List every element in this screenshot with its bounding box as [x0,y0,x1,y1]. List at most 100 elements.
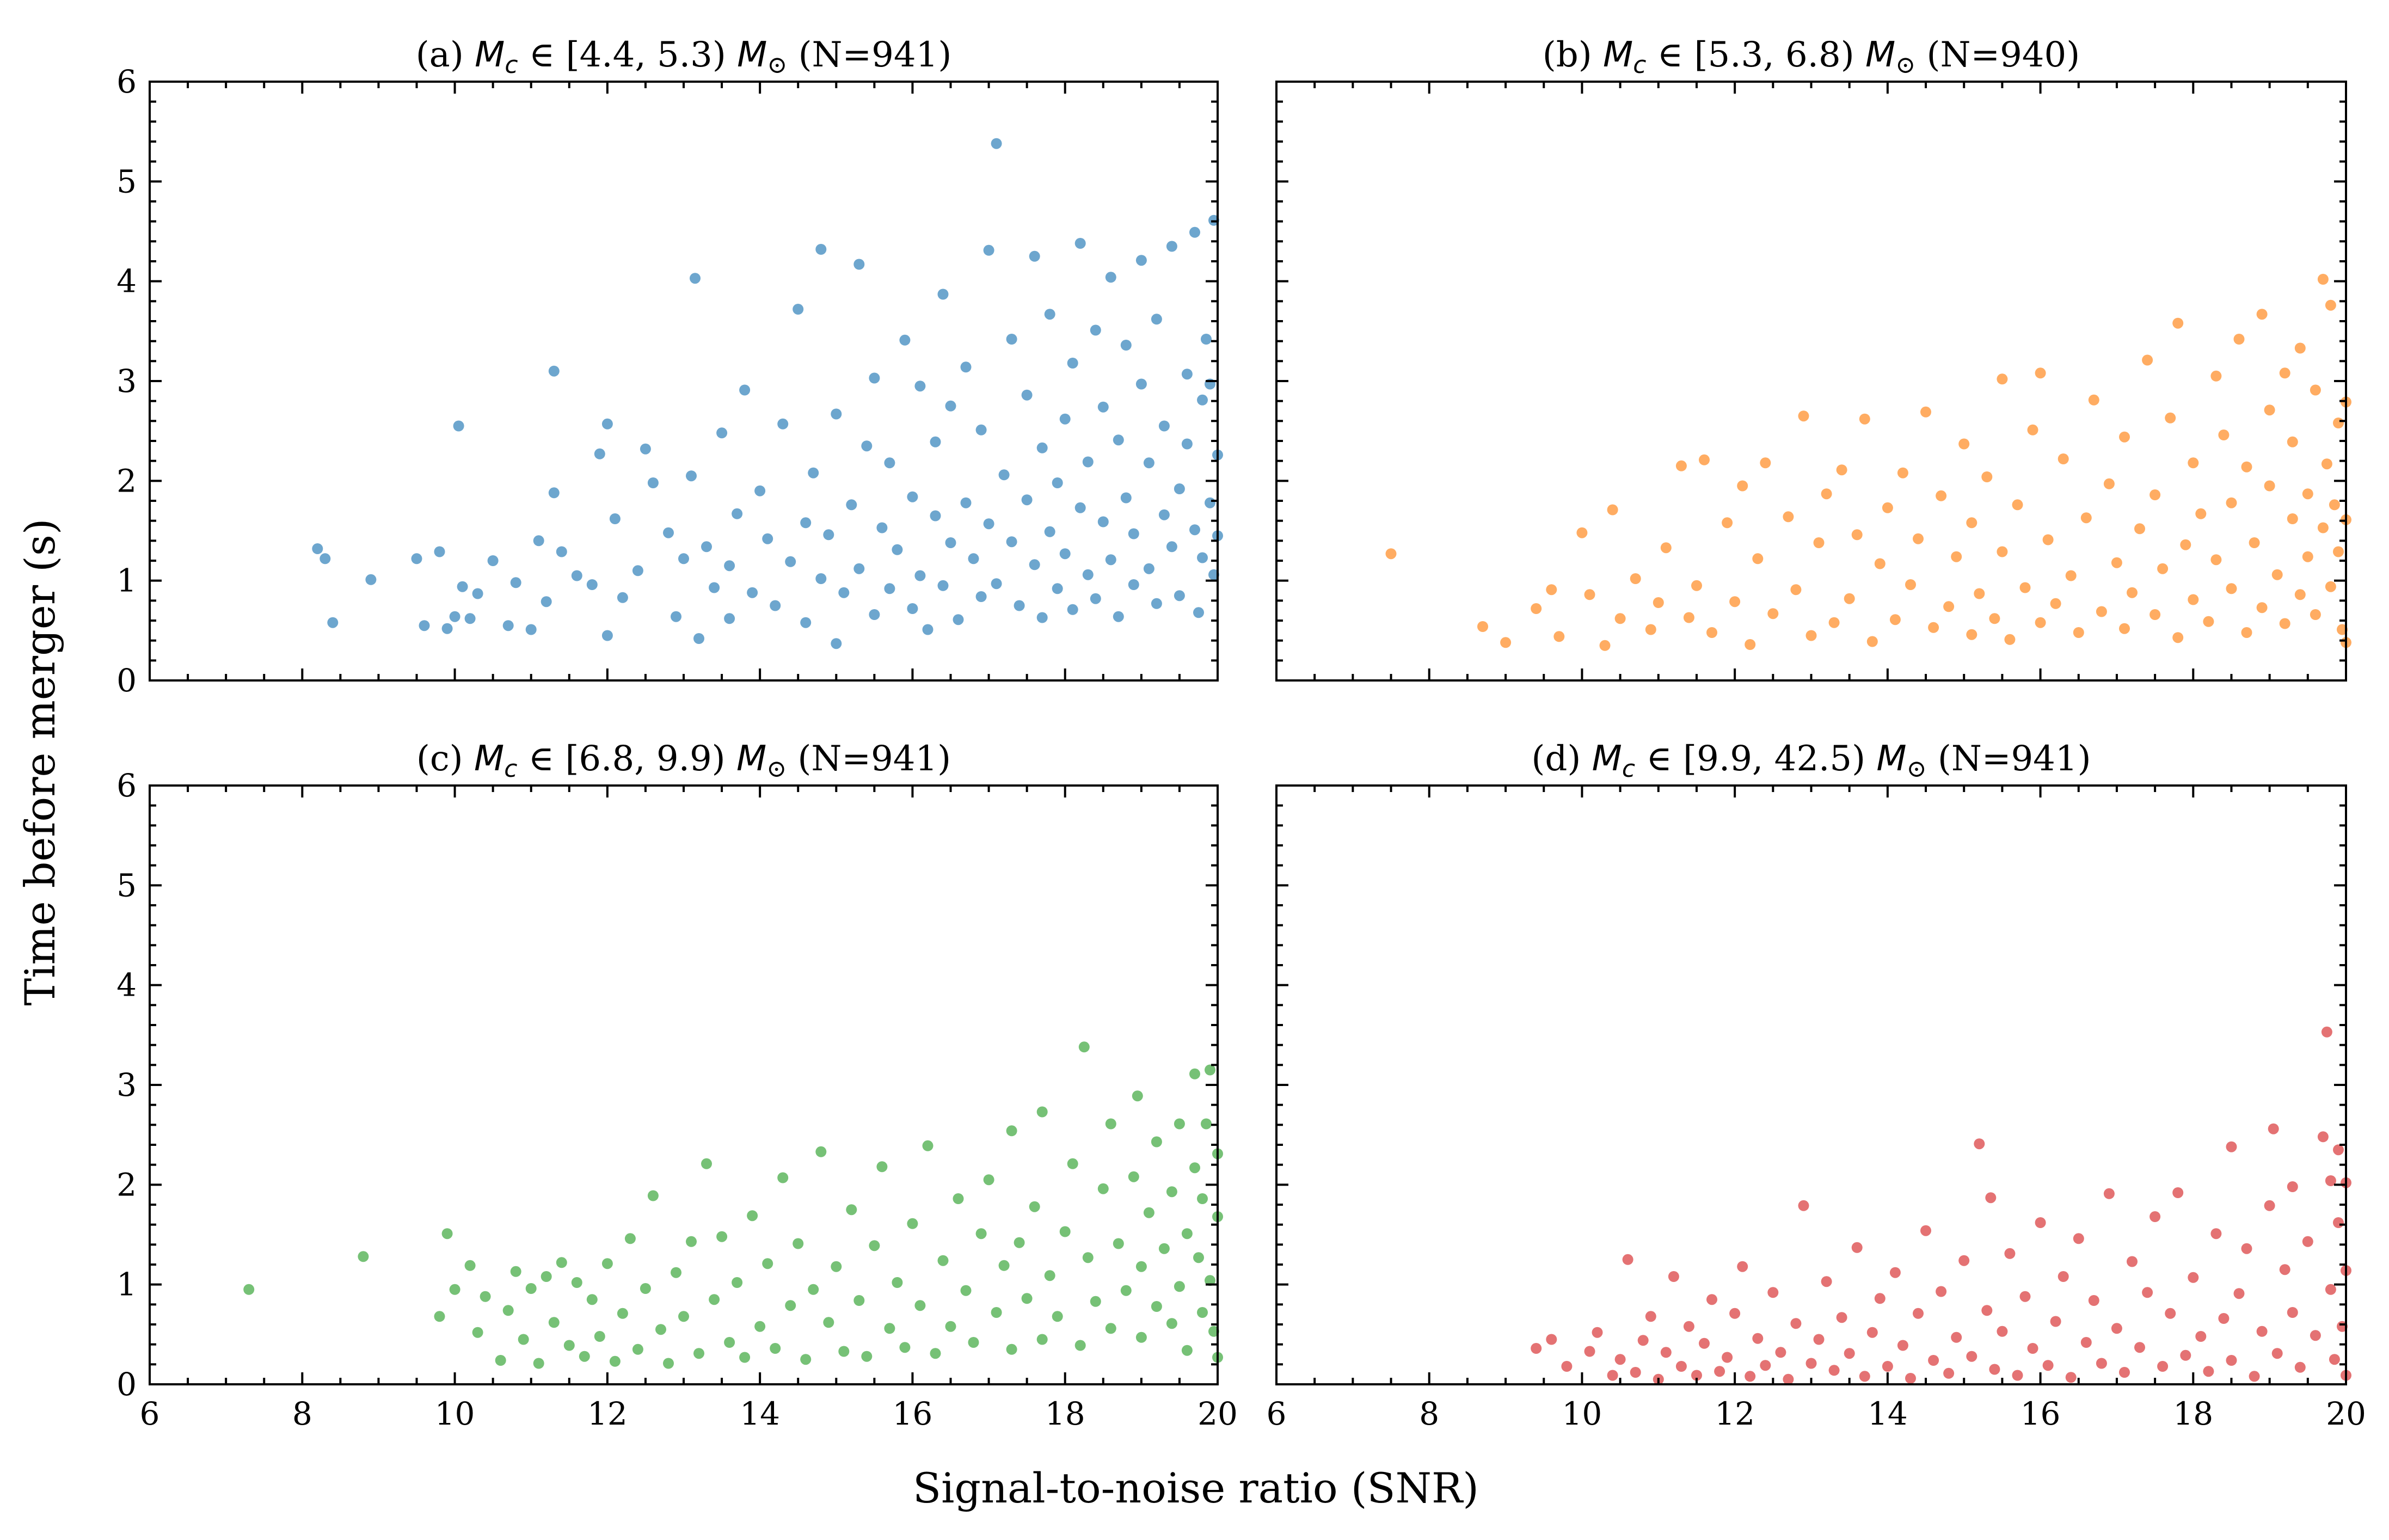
data-point [502,1305,514,1316]
data-point [991,578,1002,590]
data-point [899,334,911,346]
data-point [1029,559,1040,570]
data-point [548,487,560,499]
data-point [1974,588,1985,599]
data-point [1790,584,1802,596]
data-point [2249,537,2260,548]
data-point [617,1308,628,1319]
data-point [930,1348,941,1359]
data-point [1082,456,1094,468]
title-part: c [504,755,517,783]
data-point [1683,1321,1694,1332]
data-point [1078,1041,1090,1053]
data-point [1637,1335,1649,1346]
data-point [1745,639,1756,650]
data-point [1113,1238,1124,1249]
data-point [1897,1340,1908,1351]
data-point [1981,1305,1993,1316]
data-point [2134,523,2145,535]
data-point [1174,1118,1185,1130]
data-point [411,553,422,565]
title-part: ⊙ [1895,51,1915,79]
data-point [632,565,643,576]
data-point [2317,274,2329,285]
data-point [930,510,941,521]
data-point [1966,629,1977,640]
data-point [1974,1138,1985,1150]
data-point [724,613,735,624]
data-point [2302,488,2313,500]
data-point [2279,1264,2290,1275]
data-point [1859,413,1870,425]
data-point [1197,394,1208,406]
data-point [1729,596,1741,608]
data-point [2119,623,2130,634]
title-part: (N=941) [787,739,951,779]
data-point [1021,389,1033,401]
data-point [1889,1267,1901,1278]
data-point [1882,1361,1893,1372]
data-point [1044,309,1055,320]
data-point [815,244,827,255]
data-point [815,573,827,584]
data-point [2172,1187,2184,1198]
data-point [831,638,842,649]
data-point [1082,569,1094,580]
data-point [518,1334,529,1345]
data-point [2073,1233,2084,1244]
data-point [2325,1284,2336,1295]
data-point [960,361,972,373]
data-point [647,1190,659,1201]
data-point [2195,508,2207,519]
data-point [1189,524,1200,536]
data-point [327,617,339,628]
data-point [800,1354,812,1365]
data-point [693,1348,704,1359]
data-point [563,1340,575,1351]
data-point [770,600,781,611]
data-point [983,244,994,256]
data-point [831,408,842,420]
data-point [1090,593,1101,604]
data-point [453,420,464,432]
data-point [533,535,544,547]
data-point [2004,1248,2016,1259]
data-point [1059,548,1071,560]
data-point [914,1300,926,1311]
data-point [1143,1207,1154,1218]
data-point [1584,589,1595,600]
data-point [2203,1366,2214,1377]
data-point [983,518,994,530]
data-point [1805,1358,1817,1369]
data-point [983,1174,994,1186]
data-point [1166,241,1177,252]
data-point [747,1210,758,1222]
data-point [998,469,1010,481]
data-point [1036,1106,1048,1118]
data-point [785,1300,796,1311]
data-point [601,1258,613,1269]
data-point [586,579,598,590]
scatter-points [243,1041,1223,1369]
data-point [2241,461,2252,473]
data-point [678,553,689,565]
data-point [853,563,865,574]
data-point [2294,589,2306,600]
data-point [1936,1286,1947,1297]
data-point [1607,504,1618,516]
x-tick-label: 20 [1197,1395,1238,1432]
data-point [1828,617,1840,628]
x-tick-label: 8 [292,1395,312,1432]
data-point [1105,272,1116,283]
data-point [2287,436,2298,447]
data-point [609,513,621,524]
data-point [1052,1311,1063,1322]
data-point [800,617,812,628]
data-point [2004,634,2016,645]
data-point [1905,1373,1916,1384]
data-point [464,1260,476,1271]
data-point [2333,1217,2344,1228]
data-point [998,1260,1010,1271]
panel-title: (d) Mc ∈ [9.9, 42.5) M⊙ (N=941) [1531,739,2091,783]
title-part: M [1592,739,1622,779]
